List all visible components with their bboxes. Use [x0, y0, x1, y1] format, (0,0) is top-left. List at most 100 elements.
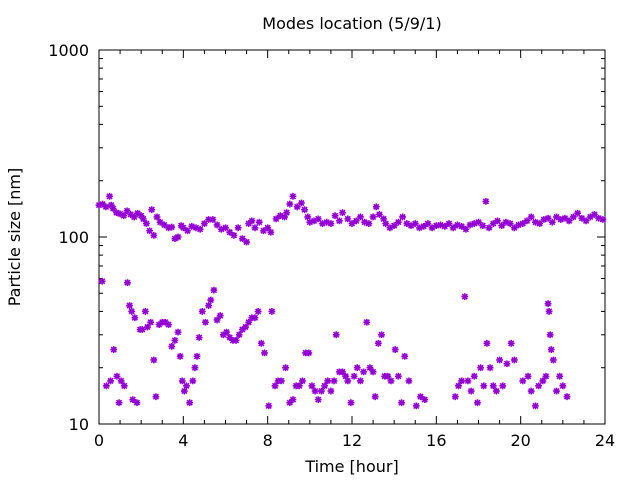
data-point [394, 372, 402, 380]
data-point [458, 222, 466, 230]
data-point [265, 402, 273, 410]
data-point [449, 224, 457, 232]
data-point [353, 364, 361, 372]
data-point [124, 279, 131, 287]
data-point [106, 192, 113, 200]
data-point [339, 209, 346, 217]
data-point [532, 218, 539, 226]
axis-tick-labels: 0 4 8 12 16 20 24 10 100 1000 [48, 41, 615, 450]
data-point [191, 364, 199, 372]
data-point [147, 318, 155, 326]
data-point [405, 377, 413, 385]
y-tick-label: 10 [69, 415, 89, 434]
data-point [210, 286, 218, 294]
x-tick-label: 20 [510, 431, 530, 450]
data-point [499, 382, 507, 390]
data-point [251, 224, 259, 232]
data-point [376, 211, 383, 218]
data-point [332, 331, 340, 339]
data-point [557, 216, 565, 223]
data-point [180, 387, 188, 395]
x-tick-label: 16 [426, 431, 446, 450]
data-point [260, 227, 267, 235]
data-point [314, 215, 322, 223]
axis-ticks [98, 49, 606, 425]
data-point [480, 382, 488, 390]
x-tick-label: 24 [595, 431, 615, 450]
data-point [451, 393, 459, 401]
data-point [321, 382, 328, 390]
data-point [553, 387, 560, 395]
data-point [330, 377, 338, 385]
data-point [498, 222, 506, 230]
data-point [202, 318, 209, 326]
data-point [394, 218, 402, 226]
data-point [286, 200, 294, 208]
data-point [120, 212, 128, 220]
data-point [591, 211, 598, 218]
data-point [110, 346, 118, 353]
data-point [95, 201, 103, 209]
data-point [420, 222, 428, 230]
data-point [235, 331, 243, 339]
data-point [515, 221, 522, 229]
data-point [384, 372, 392, 380]
data-point [238, 326, 246, 333]
data-point [536, 220, 544, 227]
data-point [441, 222, 449, 230]
data-point [398, 399, 405, 407]
data-point [374, 339, 382, 347]
data-point [561, 214, 569, 222]
data-point [134, 209, 141, 217]
data-point [369, 213, 377, 221]
data-point [143, 220, 150, 227]
data-point [113, 209, 120, 217]
data-point [485, 224, 493, 232]
data-point [179, 224, 187, 232]
data-point [314, 396, 322, 404]
data-point [304, 213, 312, 221]
data-point [257, 339, 265, 347]
data-point [496, 356, 503, 364]
data-point [342, 372, 350, 380]
data-point [310, 217, 318, 225]
data-point [283, 209, 291, 217]
data-point [289, 396, 297, 404]
data-point [411, 220, 419, 227]
data-point [176, 352, 184, 360]
data-point [254, 308, 262, 315]
data-point [344, 377, 352, 385]
data-point [365, 220, 373, 227]
data-point [205, 302, 213, 309]
data-point [482, 198, 490, 205]
data-point [226, 334, 234, 341]
data-point [238, 235, 246, 243]
data-point [188, 222, 196, 230]
data-point [387, 377, 395, 385]
data-point [547, 346, 555, 353]
data-point [474, 399, 481, 407]
data-point [255, 218, 263, 226]
data-point [378, 331, 385, 339]
data-point [130, 213, 138, 221]
data-point [401, 352, 409, 360]
data-point [540, 216, 548, 223]
data-point [223, 328, 230, 336]
data-point [133, 399, 141, 407]
data-point [582, 217, 590, 225]
data-point [371, 393, 379, 401]
data-point [595, 214, 603, 222]
data-point [213, 316, 221, 324]
data-point [234, 224, 242, 232]
data-point [99, 200, 106, 208]
data-point [144, 323, 151, 331]
data-point [192, 224, 200, 232]
data-point [128, 308, 136, 315]
data-point [267, 228, 275, 236]
data-point [276, 212, 284, 220]
data-point [184, 227, 191, 235]
data-point [432, 222, 440, 230]
data-point [454, 221, 461, 229]
data-point [464, 377, 472, 385]
data-point [117, 377, 125, 385]
